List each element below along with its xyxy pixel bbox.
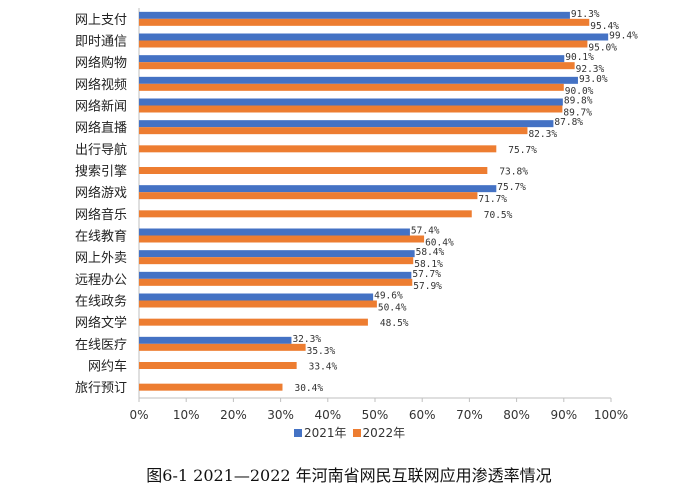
bar-2022 <box>139 18 590 26</box>
bar-2022 <box>139 210 472 218</box>
legend-label-2021: 2021年 <box>304 426 347 440</box>
data-label-2022: 58.1% <box>414 259 443 270</box>
data-label-2022: 90.0% <box>565 86 594 97</box>
data-label-2022: 92.3% <box>576 64 605 75</box>
category-label: 网络视频 <box>75 77 127 93</box>
bar-2022 <box>139 300 377 308</box>
data-label-2022: 75.7% <box>508 145 537 156</box>
bar-2022 <box>139 192 478 200</box>
category-label: 网络新闻 <box>75 99 127 115</box>
bar-2022 <box>139 362 297 369</box>
bar-2022 <box>139 167 488 174</box>
data-label-2022: 30.4% <box>294 383 323 394</box>
data-label-2022: 95.0% <box>588 43 617 54</box>
data-label-2021: 93.0% <box>579 74 608 85</box>
bar-2022 <box>139 40 588 48</box>
category-label: 出行导航 <box>75 142 127 158</box>
category-label: 远程办公 <box>75 273 127 288</box>
data-label-2021: 99.4% <box>609 31 638 42</box>
category-label: 搜索引擎 <box>75 165 127 180</box>
bar-2021 <box>139 271 412 279</box>
data-label-2021: 49.6% <box>374 291 403 302</box>
data-label-2021: 89.8% <box>564 96 593 107</box>
bar-2021 <box>139 228 410 236</box>
category-label: 旅行预订 <box>75 381 127 396</box>
category-label: 网约车 <box>88 359 127 375</box>
bar-2022 <box>139 278 413 286</box>
data-label-2021: 90.1% <box>565 52 594 63</box>
bar-2022 <box>139 83 564 91</box>
data-label-2022: 57.9% <box>413 281 442 292</box>
data-label-2022: 35.3% <box>307 346 336 357</box>
x-tick-label: 0% <box>129 408 148 422</box>
bar-2022 <box>139 257 414 265</box>
category-label: 即时通信 <box>75 35 127 50</box>
bar-2022 <box>139 62 575 70</box>
data-label-2022: 82.3% <box>528 129 557 140</box>
bar-2022 <box>139 235 425 243</box>
bar-2022 <box>139 145 497 153</box>
legend-label-2022: 2022年 <box>362 426 406 440</box>
bar-2022 <box>139 105 563 113</box>
x-tick-label: 30% <box>267 408 294 422</box>
data-label-2022: 50.4% <box>378 303 407 314</box>
bar-2021 <box>139 250 415 258</box>
x-tick-label: 40% <box>314 408 341 422</box>
bar-2022 <box>139 127 528 135</box>
bar-2021 <box>139 120 554 128</box>
x-tick-label: 50% <box>362 408 389 422</box>
category-label: 网络文学 <box>75 315 127 331</box>
data-label-2022: 89.7% <box>563 108 592 119</box>
x-tick-label: 90% <box>550 408 577 422</box>
x-tick-label: 60% <box>409 408 436 422</box>
data-label-2021: 87.8% <box>554 117 583 128</box>
data-label-2022: 48.5% <box>380 318 409 329</box>
x-tick-label: 20% <box>220 408 247 422</box>
category-label: 网络游戏 <box>75 185 127 201</box>
x-tick-label: 70% <box>456 408 483 422</box>
bar-2022 <box>139 383 283 391</box>
bar-2022 <box>139 343 306 351</box>
data-label-2022: 60.4% <box>425 238 454 249</box>
bar-2021 <box>139 55 565 63</box>
data-label-2021: 91.3% <box>571 9 600 20</box>
bar-2022 <box>139 318 368 326</box>
bar-2021 <box>139 98 563 106</box>
bar-2021 <box>139 293 374 301</box>
category-label: 网上支付 <box>75 13 127 28</box>
category-label: 网上外卖 <box>75 251 127 266</box>
figure-caption: 图6-1 2021—2022 年河南省网民互联网应用渗透率情况 <box>146 466 552 485</box>
category-label: 网络直播 <box>75 120 127 136</box>
legend: 2021年 2022年 <box>294 424 411 441</box>
bar-2021 <box>139 11 570 19</box>
data-label-2021: 57.7% <box>412 269 441 280</box>
x-tick-label: 100% <box>594 408 628 422</box>
x-tick-label: 10% <box>173 408 200 422</box>
category-label: 在线医疗 <box>75 338 127 353</box>
bar-2021 <box>139 76 578 84</box>
legend-item-2021: 2021年 <box>294 424 347 441</box>
legend-swatch-2022 <box>352 428 361 437</box>
bar-2021 <box>139 33 609 41</box>
data-label-2022: 70.5% <box>484 210 513 221</box>
data-label-2022: 73.8% <box>499 167 528 178</box>
x-tick-label: 80% <box>503 408 530 422</box>
data-label-2021: 32.3% <box>292 334 321 345</box>
data-label-2022: 95.4% <box>590 21 619 32</box>
data-label-2021: 57.4% <box>411 226 440 237</box>
bar-2021 <box>139 336 292 344</box>
data-label-2021: 75.7% <box>497 182 526 193</box>
category-label: 网络购物 <box>75 55 127 71</box>
legend-swatch-2021 <box>294 428 302 437</box>
legend-item-2022: 2022年 <box>352 424 406 441</box>
data-label-2021: 58.4% <box>416 247 445 258</box>
category-label: 在线政务 <box>75 294 127 310</box>
bar-2021 <box>139 185 497 193</box>
data-label-2022: 71.7% <box>478 194 507 205</box>
category-label: 在线教育 <box>75 229 127 245</box>
category-label: 网络音乐 <box>75 207 127 223</box>
data-label-2022: 33.4% <box>309 362 338 373</box>
